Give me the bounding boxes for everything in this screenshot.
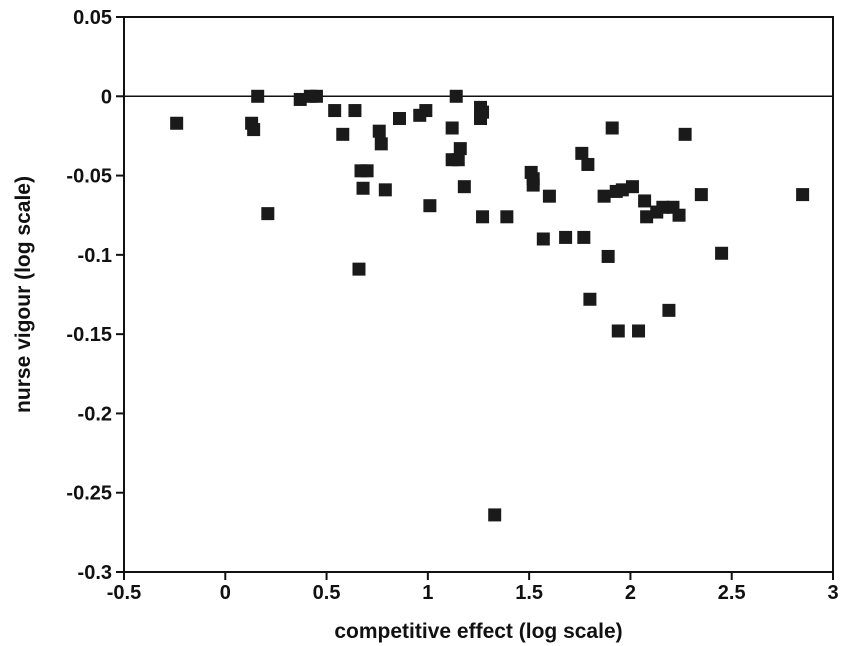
data-point <box>672 208 686 222</box>
data-point <box>542 189 556 203</box>
data-point <box>170 116 184 130</box>
data-point <box>378 183 392 197</box>
data-point <box>601 249 615 263</box>
data-point <box>293 92 307 106</box>
data-point <box>309 89 323 103</box>
data-point <box>632 324 646 338</box>
data-point <box>611 324 625 338</box>
plot-frame <box>123 16 834 573</box>
data-point <box>247 123 261 137</box>
y-axis-title: nurse vigour (log scale) <box>12 176 35 413</box>
data-point <box>488 508 502 522</box>
x-axis-title: competitive effect (log scale) <box>334 620 622 643</box>
x-tick-label: 2.5 <box>718 582 746 604</box>
data-point <box>536 232 550 246</box>
data-point <box>678 127 692 141</box>
data-point <box>453 142 467 156</box>
x-tick-label: -0.5 <box>107 582 141 604</box>
data-point <box>451 153 465 167</box>
x-tick-label: 3 <box>827 582 838 604</box>
data-point <box>392 111 406 125</box>
data-point <box>500 210 514 224</box>
data-point <box>640 210 654 224</box>
data-point <box>372 124 386 138</box>
data-point <box>662 303 676 317</box>
ticks-layer: -0.5 0 0.5 1 1.5 2 2.5 3 0.05 0 -0.05 -0.1 -0.15 -0.2… <box>66 7 838 604</box>
data-point <box>445 121 459 135</box>
y-tick-label: -0.2 <box>78 403 112 425</box>
points-layer <box>170 89 810 522</box>
data-point <box>625 180 639 194</box>
data-point <box>476 210 490 224</box>
data-point <box>597 189 611 203</box>
data-point <box>251 89 265 103</box>
data-point <box>575 146 589 160</box>
data-point <box>356 181 370 195</box>
data-point <box>419 104 433 118</box>
x-tick-label: 0 <box>220 582 231 604</box>
data-point <box>796 188 810 202</box>
data-point <box>559 230 573 244</box>
x-tick-label: 1.5 <box>515 582 543 604</box>
data-point <box>423 199 437 213</box>
y-tick-label: -0.1 <box>78 245 112 267</box>
x-tick-label: 1 <box>422 582 433 604</box>
data-point <box>526 178 540 192</box>
data-point <box>715 246 729 260</box>
data-point <box>374 137 388 151</box>
data-point <box>605 121 619 135</box>
y-tick-label: -0.25 <box>66 483 112 505</box>
data-point <box>336 127 350 141</box>
data-point <box>476 105 490 119</box>
data-point <box>638 194 652 208</box>
data-point <box>360 164 374 178</box>
x-tick-label: 2 <box>625 582 636 604</box>
data-point <box>656 200 670 214</box>
x-tick-label: 0.5 <box>313 582 341 604</box>
data-point <box>261 207 275 221</box>
data-point <box>583 292 597 306</box>
y-tick-label: -0.15 <box>66 324 112 346</box>
data-point <box>348 104 362 118</box>
data-point <box>352 262 366 276</box>
data-point <box>449 89 463 103</box>
data-point <box>457 180 471 194</box>
y-tick-label: -0.3 <box>78 562 112 584</box>
data-point <box>577 230 591 244</box>
data-point <box>581 157 595 171</box>
y-tick-label: 0 <box>101 86 112 108</box>
y-tick-label: 0.05 <box>73 7 112 29</box>
data-point <box>615 183 629 197</box>
y-tick-label: -0.05 <box>66 166 112 188</box>
data-point <box>694 188 708 202</box>
data-point <box>328 104 342 118</box>
